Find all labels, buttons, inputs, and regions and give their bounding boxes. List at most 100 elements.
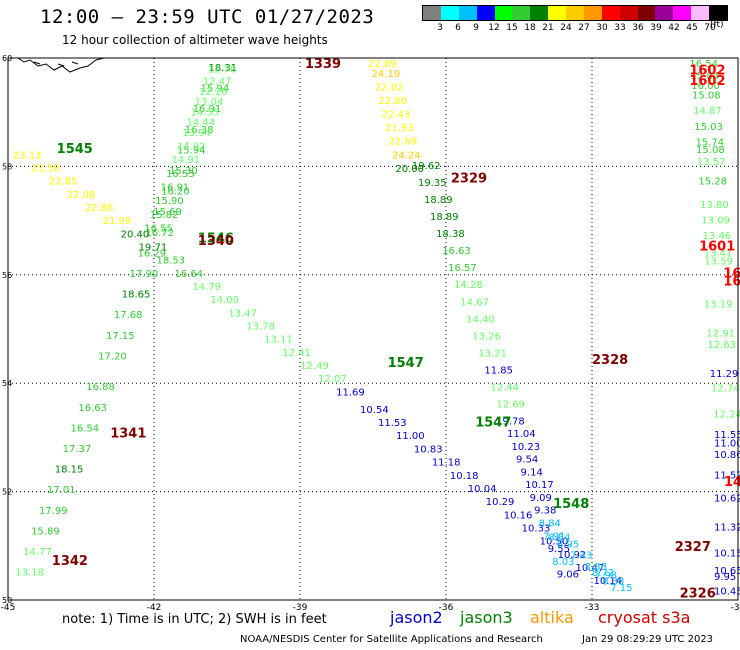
coastline-fragment [17, 57, 105, 73]
wave-height-value: 11.69 [336, 387, 365, 398]
legend-label: 6 [455, 23, 461, 33]
wave-height-value: 14.28 [454, 280, 483, 291]
wave-height-value: 14.40 [466, 314, 495, 325]
wave-height-value: 12.63 [707, 340, 736, 351]
legend-label: 30 [596, 23, 608, 33]
wave-height-value: 10.23 [512, 442, 541, 453]
legend-label: 33 [614, 23, 626, 33]
color-legend: 3 6 9 12 15 18 21 24 27 30 33 36 39 42 45 70 [422, 5, 728, 33]
wave-height-value: 10.83 [414, 444, 443, 455]
track-D: 19.62 19.35 18.89 18.89 18.38 16.63 16.57 14.28… [412, 161, 579, 580]
wave-height-value: 10.04 [468, 484, 497, 495]
pass-time-label: 2328 [592, 353, 628, 368]
wave-height-value: 12.76 [208, 65, 237, 76]
map-grid [8, 58, 738, 600]
wave-height-value: 13.46 [702, 231, 731, 242]
legend-swatch [619, 6, 638, 20]
lon-tick-label: -36 [439, 603, 454, 613]
wave-height-value: 16.29 [138, 248, 167, 259]
wave-height-value: 10.45 [714, 586, 740, 597]
lon-tick-label: -39 [293, 603, 308, 613]
wave-height-value: 15.94 [201, 84, 230, 95]
wave-height-value: 13.04 [195, 97, 224, 108]
wave-height-value: 18.38 [436, 229, 465, 240]
wave-height-value: 14.44 [187, 118, 216, 129]
wave-height-value: 7.91 [543, 531, 565, 542]
wave-height-value: 12.69 [496, 399, 525, 410]
wave-height-value: 14.77 [23, 547, 52, 558]
wave-height-value: 16.64 [174, 269, 203, 280]
wave-height-value: 15.28 [698, 176, 727, 187]
legend-label: 15 [506, 23, 518, 33]
wave-height-value: 12.24 [713, 410, 740, 421]
wave-height-value: 22.69 [389, 137, 418, 148]
map-frame [7, 57, 739, 601]
wave-height-value: 15.08 [696, 145, 725, 156]
lat-tick-label: 54 [2, 379, 12, 388]
legend-label: 24 [560, 23, 572, 33]
lon-tick-label: -33 [585, 603, 600, 613]
pass-time-label: 2329 [451, 172, 487, 187]
wave-height-value: 16.55 [166, 169, 195, 180]
wave-height-value: 23.13 [13, 150, 42, 161]
legend-swatch [655, 6, 674, 20]
legend-label: 3 [437, 23, 443, 33]
legend-swatch [423, 6, 441, 20]
wave-height-value: 11.29 [710, 369, 739, 380]
wave-height-value: 9.54 [516, 455, 538, 466]
wave-height-value: 15.69 [153, 207, 182, 218]
wave-height-value: 16.88 [86, 382, 115, 393]
wave-height-value: 10.18 [450, 471, 479, 482]
wave-height-value: 13.78 [246, 321, 275, 332]
wave-height-value: 18.15 [55, 465, 84, 476]
wave-height-value: 15.82 [150, 210, 179, 221]
wave-height-value: 13.57 [697, 157, 726, 168]
legend-label: 42 [668, 23, 680, 33]
lon-tick-label: -42 [147, 603, 162, 613]
wave-height-value: 8.33 [602, 576, 624, 587]
legend-swatch [566, 6, 584, 20]
pass-time-label: 1602 [689, 74, 725, 89]
wave-height-value: 10.29 [486, 497, 515, 508]
wave-height-value: 22.89 [368, 59, 397, 70]
wave-height-value: 10.65 [714, 566, 740, 577]
wave-height-value: 11.04 [507, 429, 536, 440]
wave-height-value: 10.17 [525, 480, 554, 491]
wave-height-value: 14.00 [210, 295, 239, 306]
wave-height-value: 15.89 [31, 526, 60, 537]
wave-height-value: 13.21 [478, 348, 507, 359]
wave-height-value: 14.79 [192, 282, 221, 293]
wave-height-value: 16.00 [691, 81, 720, 92]
wave-height-value: 16.63 [442, 246, 471, 257]
wave-height-value: 22.43 [382, 110, 411, 121]
wave-height-value: 11.55 [714, 430, 740, 441]
pass-time-label: 1601 [723, 267, 740, 282]
coastline-path [17, 57, 105, 73]
wave-height-value: 13.09 [701, 215, 730, 226]
wave-height-value: 8.95 [557, 540, 579, 551]
legend-swatch [601, 6, 620, 20]
wave-height-value: 9.78 [502, 416, 524, 427]
wave-height-value: 11.00 [396, 431, 425, 442]
wave-height-value: 16.72 [145, 228, 174, 239]
pass-time-label: 1546 [198, 231, 234, 246]
lat-tick-label: 50 [2, 596, 12, 605]
wave-height-value: 10.33 [522, 523, 551, 534]
wave-height-value: 11.00 [714, 439, 740, 450]
wave-height-value: 24.19 [372, 69, 401, 80]
wave-height-value: 10.47 [576, 563, 605, 574]
wave-height-value: 14.87 [693, 106, 722, 117]
wave-height-value: 13.19 [704, 299, 733, 310]
wave-height-value: 16.54 [689, 59, 718, 70]
wave-height-value: 16.63 [78, 403, 107, 414]
legend-swatch [494, 6, 513, 20]
satellite-jason2: jason2 [390, 608, 443, 627]
wave-height-value: 16.54 [70, 423, 99, 434]
wave-height-value: 12.41 [282, 348, 311, 359]
pass-time-label: 1547 [388, 356, 424, 371]
wave-height-value: 20.40 [121, 229, 150, 240]
legend-label: 45 [686, 23, 698, 33]
wave-height-value: 10.62 [714, 494, 740, 505]
legend-swatch [512, 6, 531, 20]
